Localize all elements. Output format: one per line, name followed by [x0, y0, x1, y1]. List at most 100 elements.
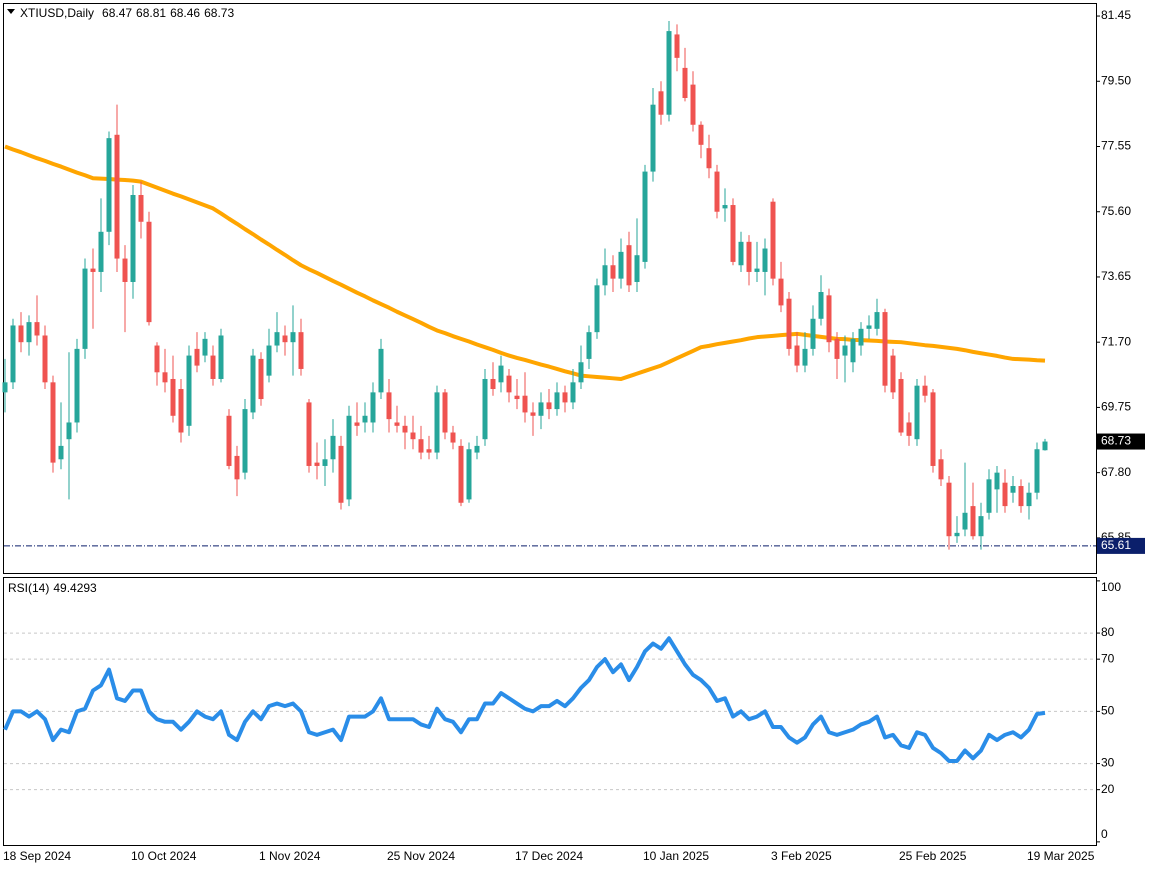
y-tick-label: 0	[1101, 827, 1108, 841]
candle-body	[146, 221, 152, 323]
candle-body	[666, 31, 672, 115]
candle-body	[138, 195, 144, 222]
candle-body	[450, 432, 456, 443]
candle-body	[50, 382, 56, 463]
candle-body	[850, 338, 856, 363]
candle-body	[962, 512, 968, 530]
candle-body	[410, 432, 416, 440]
candle-body	[754, 268, 760, 272]
candle-body	[226, 415, 232, 466]
candle-body	[994, 472, 1000, 490]
candle-body	[770, 201, 776, 279]
candle-body	[202, 338, 208, 356]
candle-body	[826, 295, 832, 343]
price-panel	[3, 3, 1097, 574]
candle-body	[66, 422, 72, 440]
candle-body	[778, 278, 784, 306]
candle-body	[34, 322, 40, 336]
collapse-icon[interactable]	[7, 9, 15, 14]
candle-body	[730, 205, 736, 262]
candle-body	[642, 171, 648, 262]
x-tick-label: 18 Sep 2024	[3, 849, 71, 863]
candle-body	[186, 355, 192, 426]
level-label: 65.61	[1101, 538, 1131, 552]
candle-body	[250, 355, 256, 413]
low-value: 68.46	[170, 6, 200, 20]
candle-body	[1034, 449, 1040, 493]
candle-body	[338, 445, 344, 503]
y-tick-label: 80	[1101, 625, 1115, 639]
price-label: 68.73	[1101, 434, 1131, 448]
candle-body	[242, 409, 248, 473]
candle-body	[210, 355, 216, 379]
symbol-title: XTIUSD,Daily	[20, 6, 94, 20]
y-tick-label: 100	[1101, 580, 1121, 594]
rsi-line	[3, 636, 1046, 763]
candle-body	[970, 506, 976, 537]
candle-body	[10, 325, 16, 383]
candle-body	[562, 392, 568, 403]
candle-body	[946, 482, 952, 537]
candle-body	[546, 402, 552, 410]
y-tick-label: 71.70	[1101, 334, 1131, 348]
y-tick-label: 50	[1101, 704, 1115, 718]
candle-body	[1018, 486, 1024, 507]
price-label-box	[1097, 433, 1145, 450]
candle-body	[58, 445, 64, 460]
candle-body	[690, 84, 696, 125]
candle-body	[1002, 482, 1008, 507]
candle-body	[458, 445, 464, 503]
candle-body	[874, 312, 880, 329]
candle-body	[858, 328, 864, 346]
candle-body	[490, 378, 496, 390]
candle-body	[42, 335, 48, 383]
candle-body	[98, 231, 104, 272]
candle-body	[322, 459, 328, 466]
rsi-value: 49.4293	[53, 581, 97, 595]
candle-body	[930, 392, 936, 466]
candle-body	[586, 332, 592, 359]
candle-body	[74, 348, 80, 423]
close-value: 68.73	[204, 6, 234, 20]
candle-body	[154, 345, 160, 373]
y-tick-label: 77.55	[1101, 139, 1131, 153]
candle-body	[434, 392, 440, 453]
candle-body	[514, 395, 520, 400]
candle-body	[1026, 492, 1032, 507]
candle-body	[634, 255, 640, 282]
candle-body	[786, 298, 792, 349]
candle-body	[954, 532, 960, 537]
level-label-box	[1097, 537, 1145, 554]
candle-body	[370, 392, 376, 423]
rsi-title: RSI(14)	[8, 581, 49, 595]
candle-body	[834, 338, 840, 359]
candle-body	[330, 435, 336, 460]
candle-body	[914, 385, 920, 440]
candle-body	[738, 241, 744, 266]
candle-body	[522, 395, 528, 413]
candle-body	[290, 332, 296, 343]
x-tick-label: 19 Mar 2025	[1027, 849, 1095, 863]
candle-body	[274, 332, 280, 346]
open-value: 68.47	[102, 6, 132, 20]
candle-body	[818, 292, 824, 319]
candle-body	[218, 335, 224, 379]
candle-body	[530, 412, 536, 416]
y-tick-label: 75.60	[1101, 204, 1131, 218]
candle-body	[938, 459, 944, 480]
candle-body	[314, 462, 320, 466]
y-tick-label: 30	[1101, 756, 1115, 770]
candle-body	[762, 248, 768, 272]
candle-body	[650, 104, 656, 172]
x-tick-label: 25 Nov 2024	[387, 849, 455, 863]
candle-body	[162, 372, 168, 383]
candle-body	[658, 91, 664, 115]
candle-body	[354, 422, 360, 426]
candle-body	[426, 449, 432, 453]
candle-body	[842, 345, 848, 356]
candle-body	[362, 415, 368, 423]
candle-body	[418, 439, 424, 453]
candle-body	[378, 348, 384, 393]
